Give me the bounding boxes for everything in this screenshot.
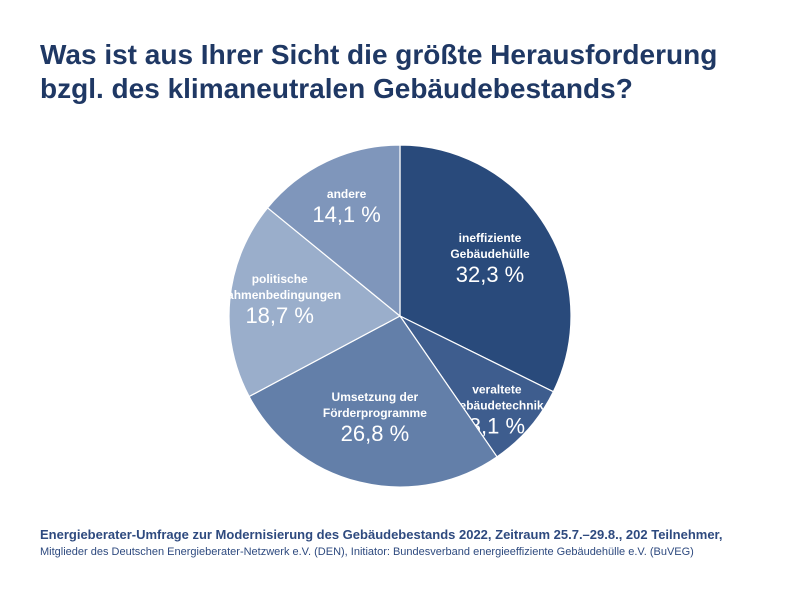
slice-label-4-text-2: Rahmenbedingungen <box>218 288 341 302</box>
slice-label-4-text-1: politische <box>252 272 308 286</box>
pie-slice-1 <box>399 144 572 393</box>
chart-title-line-1: Was ist aus Ihrer Sicht die größte Herau… <box>40 39 718 70</box>
slice-label-3-text-2: Förderprogramme <box>323 406 427 420</box>
pie-slice-4 <box>228 206 402 398</box>
slice-value-5: 14,1 % <box>312 202 381 227</box>
chart-title: Was ist aus Ihrer Sicht die größte Herau… <box>40 38 780 106</box>
slice-value-1: 32,3 % <box>456 262 525 287</box>
source-note-line-1: Energieberater-Umfrage zur Modernisierun… <box>40 527 723 542</box>
slice-label-1-text-1: ineffiziente <box>459 231 522 245</box>
pie-slice-5 <box>266 144 401 318</box>
slice-label-2-text-1: veraltete <box>472 382 522 396</box>
source-note-line-2: Mitglieder des Deutschen Energieberater-… <box>40 546 694 558</box>
slice-label-2-text-2: Gebäudetechnik <box>450 398 544 412</box>
pie-slice-3 <box>248 315 498 488</box>
slice-label-3-text-1: Umsetzung der <box>332 390 419 404</box>
chart-title-line-2: bzgl. des klimaneutralen Gebäudebestands… <box>40 73 633 104</box>
slice-label-1-text-2: Gebäudehülle <box>450 247 530 261</box>
slice-label-5-text-1: andere <box>327 187 367 201</box>
slice-value-4: 18,7 % <box>245 303 314 328</box>
source-note: Energieberater-Umfrage zur Modernisierun… <box>40 527 780 560</box>
slice-value-3: 26,8 % <box>341 421 410 446</box>
